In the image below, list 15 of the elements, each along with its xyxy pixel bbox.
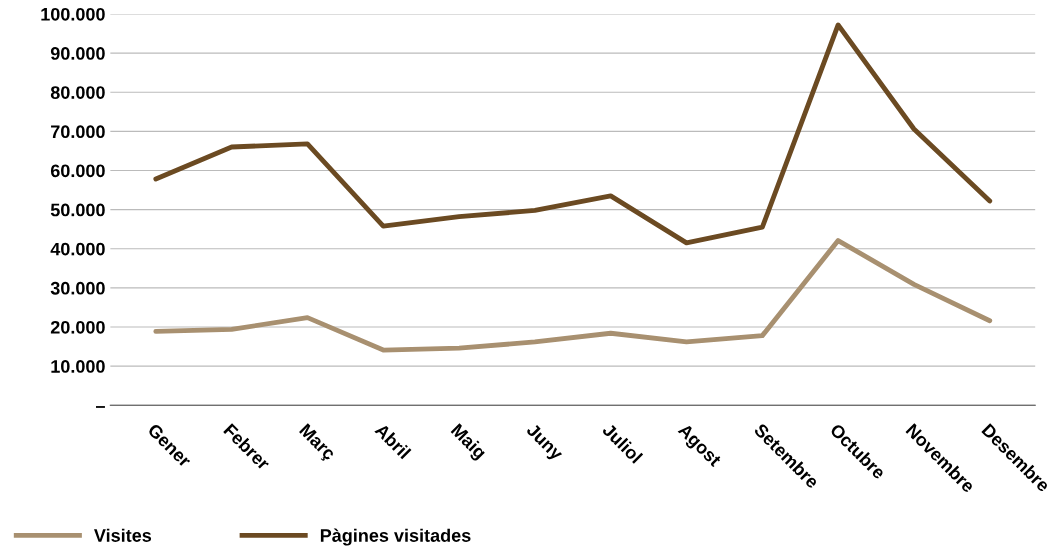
y-tick-label: 70.000: [51, 125, 105, 139]
y-tick-label: 50.000: [50, 203, 105, 217]
legend-label: Visites: [94, 528, 152, 542]
legend-label: Pàgines visitades: [320, 528, 471, 546]
y-tick-label: 30.000: [50, 281, 105, 295]
line-series: [153, 22, 993, 246]
y-tick-label: 10.000: [51, 360, 105, 373]
y-tick-label: –: [96, 406, 105, 408]
y-tick-label: 60.000: [50, 164, 105, 178]
y-tick-label: 80.000: [50, 86, 105, 99]
line-series: [153, 238, 993, 353]
y-tick-label: 40.000: [50, 242, 105, 256]
y-tick-label: 90.000: [50, 47, 105, 60]
y-tick-label: 20.000: [50, 320, 105, 334]
y-tick-label: 100.000: [41, 7, 105, 21]
